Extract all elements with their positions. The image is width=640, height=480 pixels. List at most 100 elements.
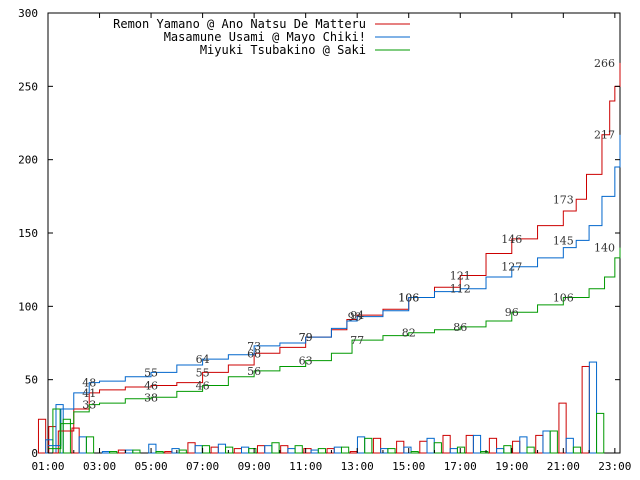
y-tick-label: 0 — [31, 447, 38, 460]
data-label: 48 — [82, 377, 96, 390]
data-label: 56 — [247, 365, 261, 378]
bar-2-19 — [480, 451, 489, 454]
bar-1-12 — [310, 449, 319, 454]
y-tick-label: 50 — [25, 374, 38, 387]
legend-label-1: Masamune Usami @ Mayo Chiki! — [164, 30, 366, 44]
data-label: 127 — [501, 261, 522, 274]
bar-1-4 — [125, 449, 134, 454]
data-label: 266 — [594, 57, 615, 70]
x-tick-label: 23:00 — [598, 460, 631, 473]
bar-2-3 — [109, 451, 118, 454]
data-label: 63 — [299, 355, 313, 368]
y-tick-label: 300 — [18, 7, 38, 20]
legend: Remon Yamano @ Ano Natsu De MatteruMasam… — [113, 17, 410, 57]
bar-2-21 — [526, 446, 535, 454]
y-axis: 0 50 100 150 200 250 300 — [18, 7, 620, 460]
bar-0-15 — [372, 437, 382, 454]
cumulative-lines — [48, 62, 621, 454]
bar-0-7 — [187, 442, 196, 454]
bar-2-4 — [132, 449, 141, 454]
bar-0-0 — [37, 418, 47, 454]
bar-1-21 — [519, 436, 528, 454]
bar-2-13 — [340, 446, 350, 454]
bar-1-8 — [217, 443, 227, 454]
bar-1-18 — [449, 448, 458, 454]
data-label: 93 — [348, 311, 362, 324]
data-label: 33 — [82, 399, 96, 412]
data-label: 64 — [196, 353, 210, 366]
x-tick-label: 17:00 — [444, 460, 477, 473]
bar-2-11 — [294, 445, 303, 454]
bar-2-14 — [364, 437, 373, 454]
bar-2-22 — [549, 430, 558, 454]
data-label: 146 — [501, 233, 522, 246]
x-tick-label: 05:00 — [135, 460, 168, 473]
series-line-0 — [48, 62, 621, 454]
bar-2-12 — [317, 448, 326, 454]
bar-2-6 — [178, 449, 187, 454]
data-label: 94 — [350, 309, 364, 322]
bar-1-23 — [565, 437, 574, 454]
bar-1-11 — [287, 448, 296, 454]
data-label: 38 — [144, 391, 158, 404]
data-label: 41 — [82, 387, 96, 400]
legend-label-2: Miyuki Tsubakino @ Saki — [200, 43, 366, 57]
bar-1-9 — [241, 446, 250, 454]
bar-0-9 — [233, 448, 243, 454]
bar-2-20 — [503, 445, 512, 454]
data-label: 112 — [450, 283, 471, 296]
data-label: 46 — [196, 380, 210, 393]
bar-2-2 — [85, 436, 95, 454]
bar-2-24 — [596, 412, 605, 454]
x-tick-label: 19:00 — [495, 460, 528, 473]
data-label: 145 — [553, 234, 574, 247]
data-label: 173 — [553, 193, 574, 206]
bar-0-8 — [210, 446, 219, 454]
hourly-bars — [37, 361, 605, 454]
x-tick-label: 01:00 — [31, 460, 64, 473]
bar-0-10 — [256, 445, 266, 454]
y-tick-label: 200 — [18, 154, 38, 167]
x-tick-label: 03:00 — [83, 460, 116, 473]
bar-2-16 — [410, 451, 419, 454]
legend-label-0: Remon Yamano @ Ano Natsu De Matteru — [113, 17, 366, 31]
bar-1-13 — [333, 446, 342, 454]
bar-2-5 — [155, 451, 164, 454]
data-labels: 4146556879941061211461732172664855647379… — [82, 57, 615, 412]
x-tick-label: 21:00 — [547, 460, 580, 473]
bar-1-16 — [403, 446, 412, 454]
bar-0-23 — [558, 402, 567, 454]
data-label: 73 — [247, 340, 261, 353]
data-label: 82 — [402, 327, 416, 340]
x-tick-label: 13:00 — [341, 460, 374, 473]
data-label: 217 — [594, 129, 615, 142]
series-line-1 — [48, 134, 621, 447]
data-label: 106 — [398, 292, 419, 305]
bar-0-17 — [419, 440, 428, 454]
bar-0-12 — [303, 448, 312, 454]
bar-0-11 — [280, 445, 289, 454]
x-tick-label: 07:00 — [186, 460, 219, 473]
bar-1-7 — [194, 445, 203, 454]
data-label: 68 — [247, 347, 261, 360]
bar-0-6 — [164, 451, 173, 454]
bar-1-10 — [264, 445, 273, 454]
bar-1-24 — [588, 361, 598, 454]
bar-2-15 — [387, 448, 396, 454]
y-tick-label: 150 — [18, 227, 38, 240]
bar-0-22 — [535, 434, 544, 454]
bar-2-17 — [433, 442, 442, 454]
bar-0-13 — [326, 448, 335, 454]
bar-0-21 — [512, 440, 521, 454]
bar-1-20 — [496, 448, 505, 454]
bar-0-24 — [581, 365, 590, 454]
bar-1-3 — [101, 451, 111, 454]
bar-1-22 — [542, 430, 551, 454]
data-label: 46 — [144, 380, 158, 393]
bar-2-8 — [225, 446, 234, 454]
bar-1-5 — [148, 443, 157, 454]
x-axis: 01:00 03:00 05:00 07:00 09:00 11:00 13:00 15:00… — [31, 13, 631, 473]
data-label: 106 — [398, 292, 419, 305]
